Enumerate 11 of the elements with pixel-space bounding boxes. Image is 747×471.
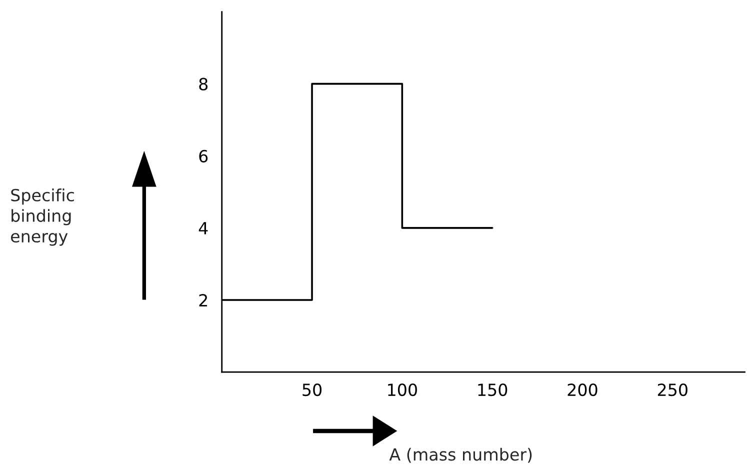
y-tick-label: 2 xyxy=(199,294,207,306)
x-tick-label: 200 xyxy=(568,383,598,396)
y-tick-label: 8 xyxy=(199,78,208,90)
x-axis-title: A (mass number) xyxy=(389,448,532,463)
x-tick-label: 250 xyxy=(658,383,688,396)
x-tick-label: 50 xyxy=(302,383,322,396)
text: Specific binding energy xyxy=(11,188,74,246)
y-tick-label: 4 xyxy=(198,222,208,234)
y-tick-label: 6 xyxy=(199,150,208,162)
x-tick-label: 150 xyxy=(478,383,508,396)
x-tick-label: 100 xyxy=(388,383,417,396)
